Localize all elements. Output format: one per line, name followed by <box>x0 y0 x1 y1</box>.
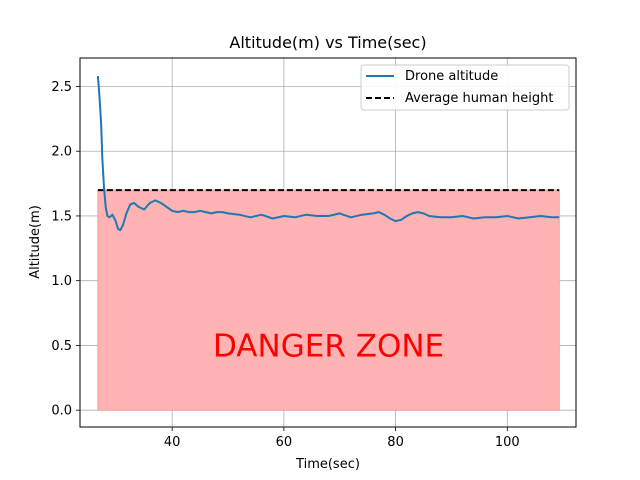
x-tick-label: 40 <box>164 435 181 450</box>
x-tick-label: 80 <box>387 435 404 450</box>
series-line-drone-altitude <box>96 76 560 232</box>
legend-box <box>360 64 570 111</box>
legend-label-drone-altitude: Drone altitude <box>405 69 498 84</box>
x-tick-label: 100 <box>495 435 520 450</box>
legend-label-average-human-height: Average human height <box>405 91 553 106</box>
y-tick-label: 2.0 <box>51 145 72 160</box>
x-tick-label: 60 <box>276 435 293 450</box>
y-tick-label: 2.5 <box>51 80 72 95</box>
y-tick-label: 0.0 <box>51 404 72 419</box>
y-tick-label: 1.5 <box>51 209 72 224</box>
axis-ticks: 40 60 80 100 0.0 0.5 1.0 1.5 2.0 2.5 <box>51 80 519 450</box>
y-tick-label: 0.5 <box>51 339 72 354</box>
y-tick-label: 1.0 <box>51 274 72 289</box>
y-axis-label: Altitude(m) <box>28 205 43 279</box>
x-axis-label: Time(sec) <box>295 457 360 472</box>
danger-zone-label: DANGER ZONE <box>213 328 444 364</box>
danger-zone-area <box>97 189 560 411</box>
legend: Drone altitude Average human height <box>360 64 570 111</box>
plot-frame <box>79 57 577 428</box>
chart-title: Altitude(m) vs Time(sec) <box>229 33 426 52</box>
